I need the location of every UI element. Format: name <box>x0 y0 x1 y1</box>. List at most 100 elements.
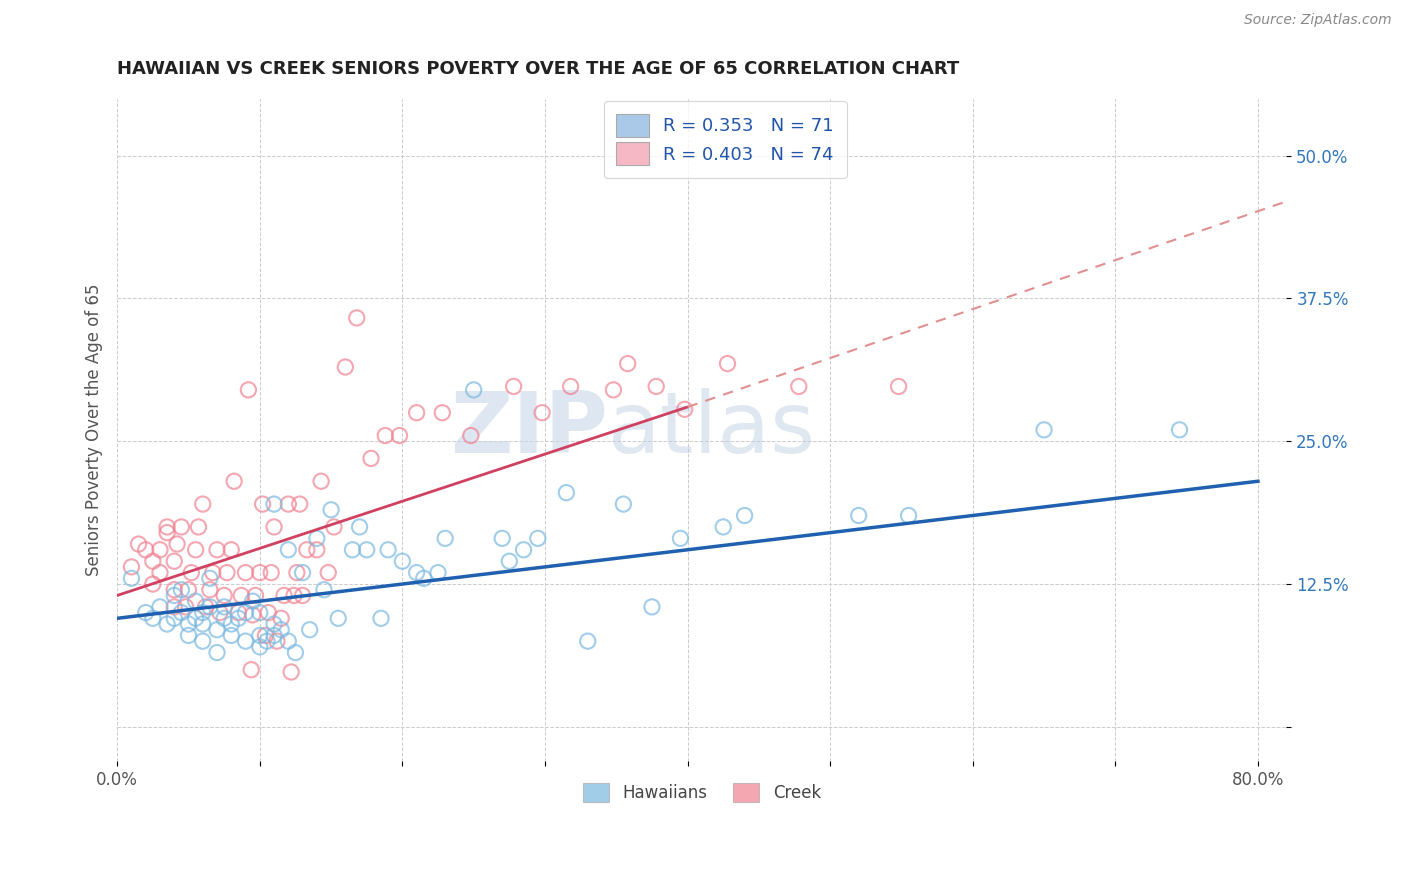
Point <box>212 611 235 625</box>
Point <box>305 542 328 557</box>
Point <box>502 379 524 393</box>
Point <box>349 520 371 534</box>
Point <box>716 357 738 371</box>
Point <box>388 428 411 442</box>
Point <box>249 628 271 642</box>
Point <box>284 646 307 660</box>
Point <box>254 628 277 642</box>
Point <box>163 611 186 625</box>
Point <box>249 606 271 620</box>
Point <box>142 554 165 568</box>
Point <box>295 542 318 557</box>
Text: Source: ZipAtlas.com: Source: ZipAtlas.com <box>1244 13 1392 28</box>
Point <box>142 611 165 625</box>
Point <box>897 508 920 523</box>
Point <box>263 628 285 642</box>
Point <box>177 582 200 597</box>
Point <box>711 520 734 534</box>
Point <box>191 617 214 632</box>
Point <box>191 606 214 620</box>
Point <box>180 566 202 580</box>
Y-axis label: Seniors Poverty Over the Age of 65: Seniors Poverty Over the Age of 65 <box>86 284 103 576</box>
Point <box>249 566 271 580</box>
Point <box>316 566 339 580</box>
Point <box>412 571 434 585</box>
Legend: Hawaiians, Creek: Hawaiians, Creek <box>572 773 831 813</box>
Point <box>235 606 257 620</box>
Point <box>198 582 221 597</box>
Point <box>848 508 870 523</box>
Point <box>463 383 485 397</box>
Point <box>120 560 142 574</box>
Point <box>120 571 142 585</box>
Point <box>512 542 534 557</box>
Point <box>201 566 224 580</box>
Point <box>238 383 260 397</box>
Point <box>163 582 186 597</box>
Point <box>242 607 264 622</box>
Text: ZIP: ZIP <box>450 388 609 471</box>
Point <box>645 379 668 393</box>
Point <box>280 665 302 679</box>
Point <box>277 497 299 511</box>
Point <box>356 542 378 557</box>
Point <box>240 663 263 677</box>
Point <box>235 566 257 580</box>
Point <box>263 497 285 511</box>
Point <box>460 428 482 442</box>
Point <box>187 520 209 534</box>
Point <box>270 623 292 637</box>
Point <box>612 497 634 511</box>
Point <box>163 599 186 614</box>
Point <box>252 497 274 511</box>
Point <box>277 542 299 557</box>
Point <box>242 594 264 608</box>
Point <box>198 571 221 585</box>
Point <box>266 634 288 648</box>
Point <box>427 566 450 580</box>
Point <box>128 537 150 551</box>
Text: HAWAIIAN VS CREEK SENIORS POVERTY OVER THE AGE OF 65 CORRELATION CHART: HAWAIIAN VS CREEK SENIORS POVERTY OVER T… <box>117 60 959 78</box>
Point <box>342 542 364 557</box>
Point <box>194 599 217 614</box>
Point <box>291 566 314 580</box>
Point <box>142 577 165 591</box>
Point <box>135 606 157 620</box>
Point <box>212 589 235 603</box>
Point <box>360 451 382 466</box>
Point <box>270 611 292 625</box>
Point <box>219 617 242 632</box>
Point <box>149 566 172 580</box>
Point <box>205 542 228 557</box>
Point <box>328 611 350 625</box>
Point <box>263 520 285 534</box>
Point <box>491 532 513 546</box>
Point <box>156 617 179 632</box>
Point <box>576 634 599 648</box>
Point <box>673 402 696 417</box>
Point <box>228 606 250 620</box>
Point <box>184 611 207 625</box>
Point <box>288 497 311 511</box>
Point <box>560 379 582 393</box>
Point <box>205 646 228 660</box>
Point <box>669 532 692 546</box>
Point <box>374 428 396 442</box>
Point <box>215 566 238 580</box>
Point <box>285 566 308 580</box>
Point <box>887 379 910 393</box>
Point <box>219 542 242 557</box>
Point <box>391 554 413 568</box>
Point <box>163 554 186 568</box>
Point <box>319 503 342 517</box>
Point <box>405 406 427 420</box>
Point <box>198 599 221 614</box>
Point <box>531 406 554 420</box>
Point <box>498 554 520 568</box>
Point <box>224 475 246 489</box>
Point <box>228 611 250 625</box>
Point <box>1033 423 1056 437</box>
Point <box>170 582 193 597</box>
Point <box>184 542 207 557</box>
Point <box>174 599 197 614</box>
